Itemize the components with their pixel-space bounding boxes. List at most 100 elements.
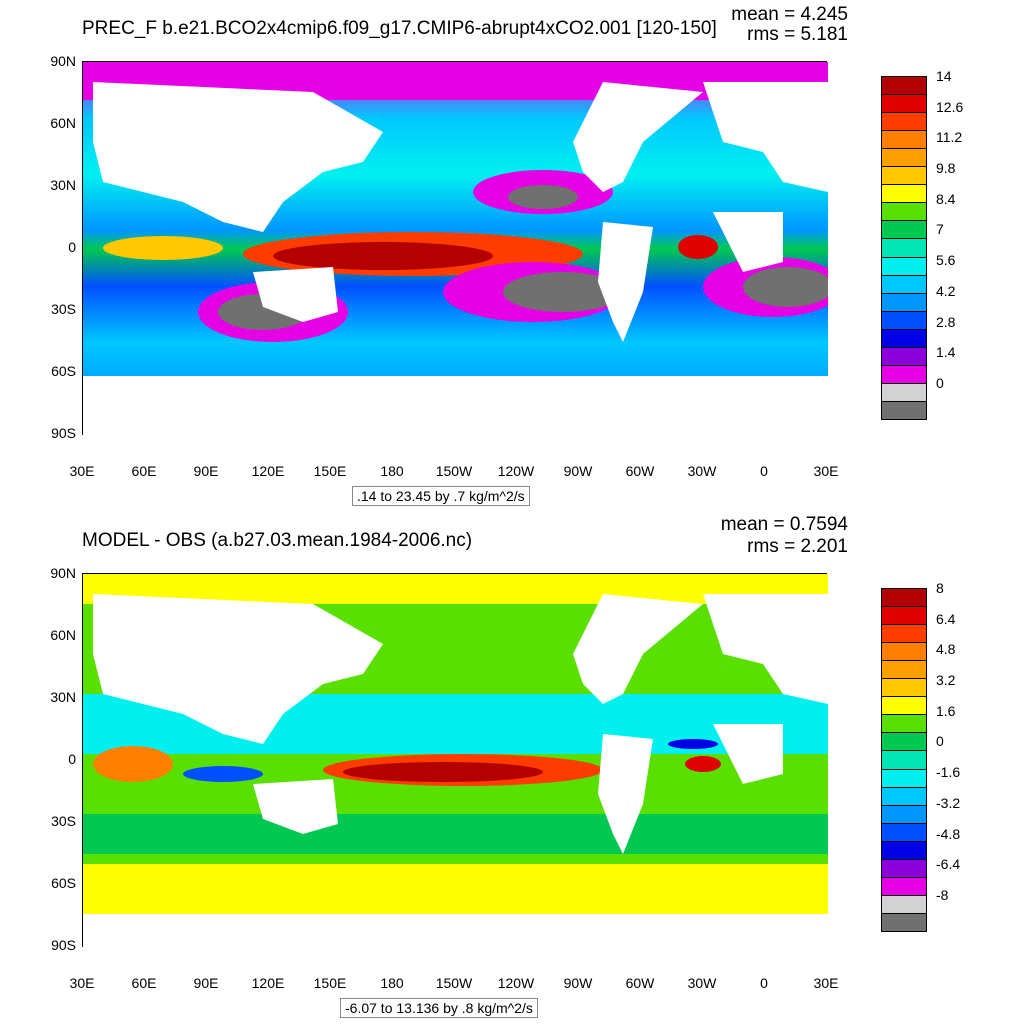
colorbar-label: 14 [936, 68, 952, 84]
colorbar-swatch [881, 364, 927, 384]
lon-label: 120W [497, 975, 535, 991]
lon-label: 90E [193, 975, 219, 991]
lon-label: 180 [380, 463, 404, 479]
colorbar-label: 9.8 [936, 160, 956, 177]
colorbar-label: 2.8 [936, 313, 956, 330]
colorbar-swatch [881, 912, 927, 932]
rms-stat: rms = 2.201 [747, 536, 848, 557]
colorbar-label: 3.2 [936, 672, 956, 689]
lon-label: 60E [131, 463, 157, 479]
lat-label: 30S [51, 813, 76, 829]
colorbar-swatch [881, 166, 927, 186]
colorbar-swatch [881, 76, 927, 96]
colorbar-label: -4.8 [936, 825, 961, 842]
lon-label: 30E [69, 463, 95, 479]
lon-label: 90W [563, 975, 593, 991]
range-label: -6.07 to 13.136 by .8 kg/m^2/s [340, 998, 538, 1018]
mean-stat: mean = 4.245 [731, 4, 848, 25]
lon-label: 30E [813, 975, 839, 991]
lat-label: 90N [50, 53, 76, 69]
colorbar-label: 0 [936, 374, 944, 391]
colorbar-label: -1.6 [936, 764, 961, 781]
lon-label: 150W [435, 975, 473, 991]
lat-label: 30N [50, 689, 76, 705]
bias-field [83, 574, 828, 948]
colorbar-swatch [881, 256, 927, 276]
lat-label: 60S [51, 363, 76, 379]
colorbar-swatch [881, 202, 927, 222]
colorbar-swatch [881, 660, 927, 680]
colorbar-label: 12.6 [936, 98, 964, 115]
colorbar-swatch [881, 876, 927, 896]
colorbar-swatch [881, 328, 927, 348]
colorbar-swatch [881, 400, 927, 420]
colorbar-swatch [881, 894, 927, 914]
colorbar-label: 1.6 [936, 702, 956, 719]
lon-label: 0 [760, 463, 768, 479]
lat-label: 90S [51, 425, 76, 441]
colorbar-swatch [881, 112, 927, 132]
colorbar-label: -8 [936, 886, 949, 903]
colorbar-swatch [881, 130, 927, 150]
lon-label: 150E [313, 463, 347, 479]
colorbar-label: 7 [936, 221, 944, 238]
mean-stat: mean = 0.7594 [720, 514, 848, 535]
colorbar-swatch [881, 346, 927, 366]
precip-field [83, 62, 828, 436]
colorbar-swatch [881, 822, 927, 842]
map-plot [82, 61, 828, 436]
lon-label: 30E [69, 975, 95, 991]
lat-label: 30N [50, 177, 76, 193]
lon-label: 0 [760, 975, 768, 991]
colorbar-swatch [881, 750, 927, 770]
colorbar [881, 76, 927, 420]
lon-label: 180 [380, 975, 404, 991]
lon-label: 30W [687, 463, 717, 479]
colorbar-swatch [881, 238, 927, 258]
colorbar-swatch [881, 606, 927, 626]
colorbar-swatch [881, 678, 927, 698]
lon-label: 120W [497, 463, 535, 479]
panel-title: MODEL - OBS (a.b27.03.mean.1984-2006.nc) [82, 530, 473, 551]
lon-label: 90E [193, 463, 219, 479]
colorbar-swatch [881, 220, 927, 240]
lat-label: 0 [68, 751, 76, 767]
colorbar-swatch [881, 624, 927, 644]
lon-label: 30E [813, 463, 839, 479]
lat-label: 60N [50, 115, 76, 131]
colorbar [881, 588, 927, 932]
lat-label: 90S [51, 937, 76, 953]
lon-label: 60W [625, 975, 655, 991]
colorbar-swatch [881, 696, 927, 716]
colorbar-label: 8.4 [936, 190, 956, 207]
lon-label: 60W [625, 463, 655, 479]
lat-label: 0 [68, 239, 76, 255]
panel-title: PREC_F b.e21.BCO2x4cmip6.f09_g17.CMIP6-a… [82, 18, 717, 39]
lon-label: 120E [251, 975, 285, 991]
colorbar-swatch [881, 714, 927, 734]
colorbar-swatch [881, 642, 927, 662]
lon-label: 90W [563, 463, 593, 479]
lon-label: 30W [687, 975, 717, 991]
colorbar-swatch [881, 94, 927, 114]
rms-stat: rms = 5.181 [747, 24, 848, 45]
colorbar-label: 11.2 [936, 129, 963, 146]
lon-label: 150E [313, 975, 347, 991]
colorbar-label: 0 [936, 733, 944, 750]
colorbar-label: -6.4 [936, 856, 961, 873]
colorbar-swatch [881, 292, 927, 312]
map-plot [82, 573, 828, 948]
panel-model-minus-obs: MODEL - OBS (a.b27.03.mean.1984-2006.nc)… [0, 512, 1024, 1024]
colorbar-label: 4.8 [936, 641, 956, 658]
lon-label: 150W [435, 463, 473, 479]
colorbar-label: 4.2 [936, 282, 956, 299]
colorbar-swatch [881, 768, 927, 788]
colorbar-swatch [881, 804, 927, 824]
lon-label: 60E [131, 975, 157, 991]
colorbar-label: 6.4 [936, 610, 956, 627]
colorbar-swatch [881, 274, 927, 294]
colorbar-swatch [881, 840, 927, 860]
lat-label: 90N [50, 565, 76, 581]
colorbar-swatch [881, 148, 927, 168]
colorbar-swatch [881, 382, 927, 402]
